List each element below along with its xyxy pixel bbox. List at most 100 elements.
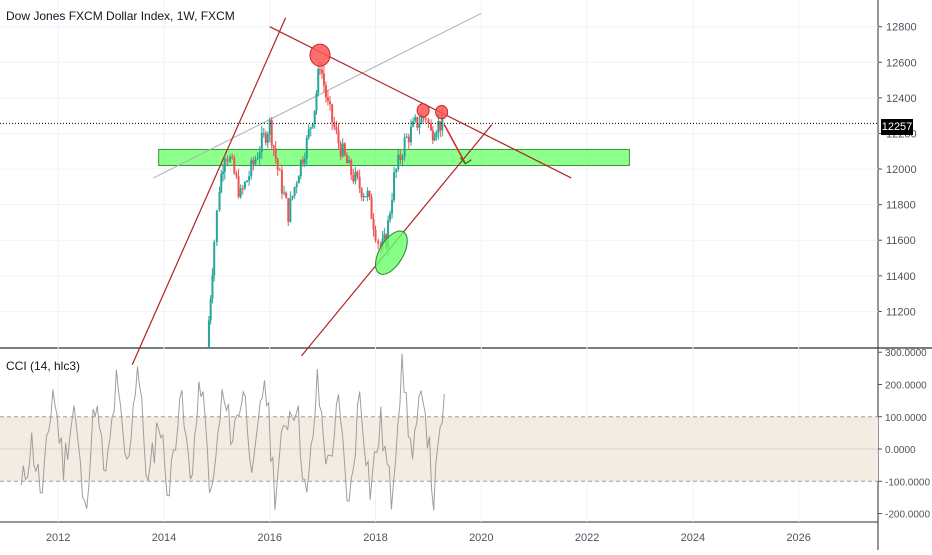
price-axis-tick-label: 11200 — [886, 306, 916, 318]
candle-body — [239, 188, 242, 197]
candle-body — [233, 157, 236, 174]
candle-body — [389, 213, 392, 221]
cci-axis-tick-label: 0.0000 — [885, 445, 916, 456]
time-axis-tick-label: 2020 — [469, 532, 493, 544]
candle-body — [343, 143, 346, 155]
candle-body — [220, 173, 223, 193]
candle-body — [272, 145, 275, 148]
candle-body — [250, 160, 253, 177]
candle-body — [231, 156, 234, 158]
candle-body — [307, 129, 310, 138]
candle-body — [209, 298, 212, 321]
candle-body — [229, 156, 232, 162]
candle-body — [256, 158, 259, 160]
candle-body — [320, 69, 323, 74]
candle-body — [248, 176, 251, 181]
candle-body — [418, 124, 421, 128]
candle-body — [397, 154, 400, 170]
candle-body — [399, 154, 402, 160]
candle-body — [326, 97, 329, 102]
candle-body — [260, 133, 263, 153]
candle-body — [280, 170, 283, 194]
trough-marker-green — [375, 230, 408, 275]
candle-body — [345, 154, 348, 164]
candle-body — [433, 137, 436, 141]
candle-body — [424, 118, 427, 120]
candle-body — [354, 171, 357, 182]
candle-body — [211, 275, 214, 299]
candle-body — [266, 134, 269, 143]
candle-body — [299, 159, 302, 177]
candle-body — [318, 69, 321, 71]
candle-body — [362, 196, 365, 198]
candle-body — [207, 320, 210, 347]
candle-body — [350, 160, 353, 175]
candle-body — [416, 116, 419, 128]
candle-body — [348, 160, 351, 164]
time-axis-tick-label: 2018 — [363, 532, 387, 544]
candle-body — [370, 196, 373, 219]
candle-body — [283, 192, 286, 194]
candle-body — [372, 218, 375, 230]
time-axis-tick-label: 2014 — [152, 532, 176, 544]
time-axis-tick-label: 2012 — [46, 532, 70, 544]
candle-body — [377, 240, 380, 244]
candle-body — [276, 158, 279, 170]
candle-body — [333, 122, 336, 128]
candle-body — [364, 196, 367, 198]
candle-body — [213, 241, 216, 276]
channel-line — [131, 17, 287, 366]
candle-body — [409, 126, 412, 143]
candle-body — [226, 158, 229, 162]
candle-body — [435, 132, 438, 138]
candle-body — [297, 176, 300, 184]
candle-body — [303, 158, 306, 164]
candle-body — [215, 210, 218, 242]
candle-body — [309, 127, 312, 130]
price-axis-tick-label: 12600 — [886, 57, 917, 69]
chart-title: Dow Jones FXCM Dollar Index, 1W, FXCM — [6, 9, 235, 23]
candle-body — [337, 130, 340, 144]
candle-body — [407, 136, 410, 143]
candle-body — [439, 120, 442, 131]
peak-marker-red — [435, 105, 449, 120]
candle-body — [291, 195, 294, 199]
candle-body — [295, 183, 298, 188]
last-price-label: 12257 — [881, 119, 913, 135]
candle-body — [246, 180, 249, 183]
time-axis-tick-label: 2026 — [786, 532, 810, 544]
candle-body — [358, 176, 361, 189]
candle-body — [331, 104, 334, 123]
candle-body — [262, 133, 265, 135]
candle-body — [422, 116, 425, 119]
price-axis-tick-label: 12000 — [886, 164, 917, 176]
cci-indicator-title: CCI (14, hlc3) — [6, 359, 81, 373]
candle-body — [329, 101, 332, 105]
candle-body — [360, 188, 363, 198]
cci-axis-tick-label: -200.0000 — [885, 510, 930, 521]
time-axis-tick-label: 2024 — [681, 532, 705, 544]
candle-body — [391, 200, 394, 214]
candle-body — [218, 192, 221, 211]
candle-body — [322, 73, 325, 86]
price-axis-tick-label: 11800 — [886, 200, 916, 212]
candle-body — [237, 176, 240, 197]
candle-body — [254, 159, 257, 164]
candle-body — [352, 174, 355, 182]
price-axis-tick-label: 11400 — [886, 271, 916, 283]
candle-body — [315, 93, 318, 111]
candle-body — [393, 172, 396, 201]
candle-body — [356, 171, 359, 177]
candle-body — [293, 187, 296, 196]
cci-line — [20, 353, 445, 511]
candle-body — [437, 120, 440, 133]
projection-arrowhead — [459, 157, 472, 165]
cci-axis-tick-label: 100.0000 — [885, 413, 927, 424]
candle-body — [311, 123, 314, 128]
price-axis-tick-label: 12400 — [886, 93, 917, 105]
cci-band — [0, 416, 878, 482]
time-axis-tick-label: 2016 — [258, 532, 282, 544]
candle-body — [387, 220, 390, 249]
